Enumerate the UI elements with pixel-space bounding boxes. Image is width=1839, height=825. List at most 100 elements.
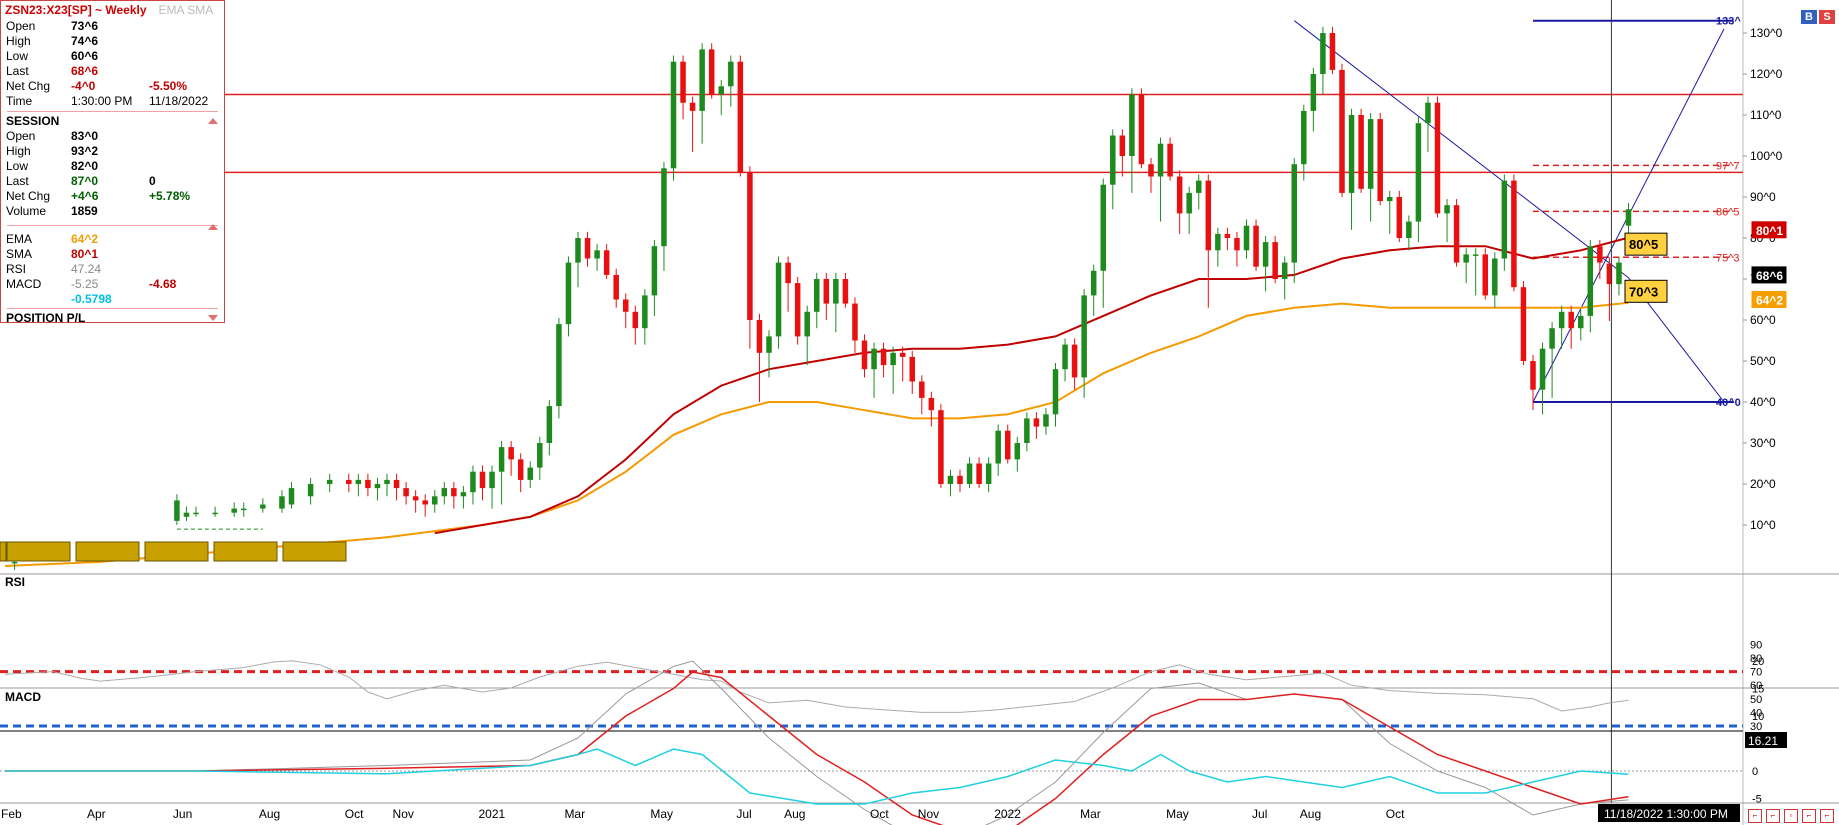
candle-body <box>1196 180 1202 193</box>
candle-body <box>842 279 849 304</box>
macd-value: -5.25 <box>71 277 99 291</box>
candle-body <box>928 397 935 411</box>
tool-icon-4[interactable]: ⌐ <box>1802 809 1816 823</box>
candle-body <box>833 279 839 304</box>
tool-icon-3[interactable]: ▫ <box>1784 809 1798 823</box>
candle-body <box>384 479 390 484</box>
price-tick-label: 40^0 <box>1750 395 1776 409</box>
candle-body <box>1005 430 1011 460</box>
sma-value: 80^1 <box>71 247 99 261</box>
candle-body <box>623 299 629 312</box>
candle-body <box>680 61 686 103</box>
price-tick-label: 130^0 <box>1750 26 1783 40</box>
macd-tick-label: -5 <box>1752 794 1762 806</box>
candle-body <box>1301 110 1307 165</box>
candle-body <box>1100 184 1106 271</box>
rsi-label: RSI <box>6 262 27 276</box>
candle-body <box>575 238 581 263</box>
session-open-value: 83^0 <box>71 129 99 143</box>
candle-body <box>1071 344 1078 378</box>
price-tick-label: 120^0 <box>1750 67 1783 81</box>
candle-body <box>1138 94 1145 165</box>
open-value: 73^6 <box>71 19 99 33</box>
candle-body <box>861 340 868 370</box>
macd-signal-line <box>5 671 1629 825</box>
candle-body <box>1224 233 1231 238</box>
candle-body <box>1463 254 1469 263</box>
sma-label: SMA <box>6 247 33 261</box>
tool-icon-1[interactable]: ⌐ <box>1748 809 1762 823</box>
candle-body <box>1052 369 1059 415</box>
candle-body <box>1310 74 1317 111</box>
time-tick-label: Aug <box>1300 807 1321 821</box>
candle-body <box>1205 180 1212 251</box>
rsi-tick-label: 80 <box>1750 653 1762 665</box>
candle-body <box>1597 246 1603 263</box>
time-tick-label: Aug <box>784 807 805 821</box>
price-tick-label: 110^0 <box>1750 108 1782 122</box>
candle-body <box>823 279 830 304</box>
candle-body <box>1482 254 1488 296</box>
trend-line <box>1293 20 1629 279</box>
price-tag-box <box>1751 221 1787 239</box>
time-tick-label: Aug <box>259 807 280 821</box>
candle-body <box>1434 102 1441 214</box>
candle-body <box>1539 348 1546 390</box>
collapse-up-icon-2[interactable] <box>208 224 218 230</box>
macd-tick-label: 20 <box>1752 656 1764 668</box>
collapse-up-icon[interactable] <box>208 118 218 124</box>
rsi-tick-label: 40 <box>1750 707 1762 719</box>
macd-last-tag: 16.21 <box>1748 734 1778 748</box>
fib-level-label: 75^3 <box>1716 252 1740 264</box>
fib-range-label: 40^0 <box>1716 397 1741 409</box>
position-header[interactable]: POSITION P/L <box>1 311 224 326</box>
price-tag-box <box>1624 279 1668 303</box>
volume-box <box>282 541 347 562</box>
candle-body <box>852 303 858 341</box>
candle-body <box>546 406 553 443</box>
candle-body <box>1339 69 1345 193</box>
candle-body <box>689 102 696 111</box>
candle-body <box>661 168 667 247</box>
low-value: 60^6 <box>71 49 99 63</box>
candle-body <box>412 496 419 501</box>
time-value: 1:30:00 PM <box>71 94 133 108</box>
volume-value: 1859 <box>71 204 98 218</box>
candle-body <box>508 447 514 460</box>
tool-icon-5[interactable]: ⌐ <box>1820 809 1834 823</box>
expand-down-icon[interactable] <box>208 315 218 321</box>
candle-body <box>947 475 954 484</box>
price-tick-label: 50^0 <box>1750 354 1776 368</box>
price-tick-label: 60^0 <box>1750 313 1776 327</box>
quote-panel: ZSN23:X23[SP] ~ Weekly EMA SMA Open 73^6 H… <box>0 0 225 326</box>
session-open-label: Open <box>6 129 36 143</box>
macd-last-tag-box <box>1745 732 1787 748</box>
netchg-value: -4^0 <box>71 79 96 93</box>
candle-body <box>899 352 906 357</box>
candle-body <box>756 320 763 353</box>
price-tick-label: 10^0 <box>1750 518 1776 532</box>
candle-body <box>1568 311 1574 329</box>
candle-body <box>279 496 285 509</box>
price-tick-label: 20^0 <box>1750 477 1776 491</box>
cursor-label: 11/18/2022 1:30:00 PM <box>1604 807 1728 821</box>
buy-button[interactable]: B <box>1801 10 1817 24</box>
time-label: Time <box>6 94 33 108</box>
candle-body <box>718 86 724 95</box>
candle-body <box>1406 221 1412 238</box>
candle-body <box>1415 123 1422 222</box>
candle-body <box>775 262 782 337</box>
candle-body <box>1377 119 1383 202</box>
candle-body <box>393 479 400 489</box>
candle-body <box>794 283 801 337</box>
candle-body <box>527 467 533 480</box>
tool-icon-2[interactable]: ⌐ <box>1766 809 1780 823</box>
session-header[interactable]: SESSION <box>1 114 224 129</box>
candle-body <box>374 484 381 489</box>
candle-body <box>1387 197 1393 202</box>
session-high-label: High <box>6 144 31 158</box>
sell-button[interactable]: S <box>1819 10 1835 24</box>
candle-body <box>556 324 562 407</box>
candle-body <box>1090 270 1097 296</box>
